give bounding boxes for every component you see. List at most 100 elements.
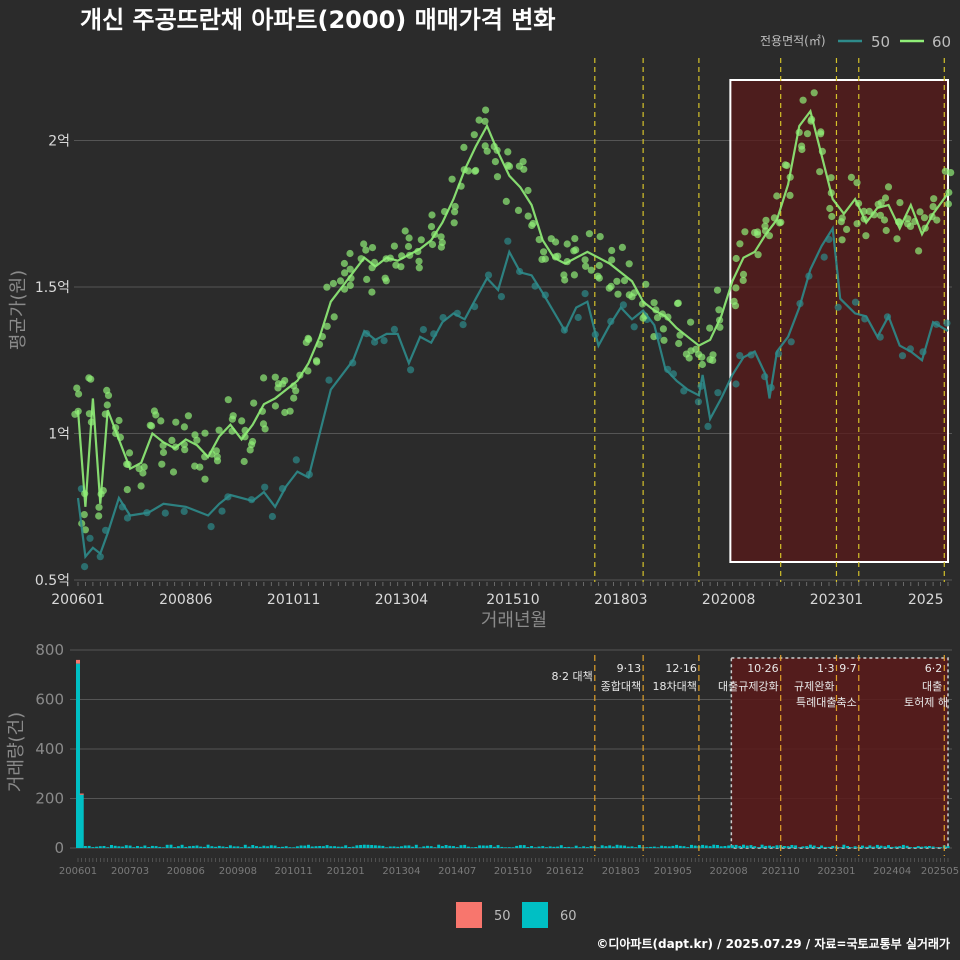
price-point-50	[714, 389, 722, 397]
price-point-50	[419, 326, 427, 334]
volume-bar	[712, 844, 716, 848]
volume-bar	[281, 846, 284, 848]
volume-bar	[552, 846, 556, 848]
volume-bar	[533, 847, 537, 848]
volume-bar	[221, 846, 225, 848]
price-point-60	[687, 318, 695, 326]
price-point-60	[650, 299, 658, 307]
price-point-60	[731, 302, 740, 310]
volume-bar	[321, 846, 325, 848]
volume-bar	[418, 847, 422, 848]
volume-bar	[924, 846, 928, 848]
volume-x-tick-label: 200601	[59, 866, 97, 877]
price-x-tick-label: 202008	[702, 592, 755, 608]
volume-bar	[634, 847, 638, 848]
price-point-60	[762, 216, 770, 224]
price-point-60	[838, 236, 846, 244]
price-point-60	[581, 256, 589, 264]
price-point-60	[698, 353, 706, 361]
price-point-60	[172, 418, 180, 426]
price-point-60	[882, 226, 890, 235]
volume-bar	[827, 846, 831, 848]
price-point-50	[820, 253, 828, 261]
volume-bar	[310, 846, 314, 848]
price-point-60	[816, 168, 824, 176]
volume-bar-60	[76, 663, 80, 848]
volume-bar	[258, 846, 262, 848]
price-point-60	[786, 191, 794, 199]
price-point-60	[660, 336, 668, 344]
price-point-50	[292, 456, 300, 464]
volume-bar	[742, 844, 745, 848]
volume-bar	[136, 846, 139, 848]
price-point-60	[810, 89, 818, 97]
price-point-60	[346, 281, 354, 289]
volume-x-minor-ticks	[77, 858, 949, 862]
price-point-60	[75, 390, 83, 398]
price-point-60	[613, 277, 621, 285]
volume-bar	[307, 844, 310, 848]
volume-y-ticks: 0 200 400 600 800	[35, 641, 64, 857]
price-point-60	[876, 211, 885, 219]
volume-bar	[202, 846, 206, 848]
volume-bar	[571, 847, 574, 848]
price-point-60	[552, 238, 560, 246]
price-point-60	[158, 460, 166, 468]
volume-bar	[396, 846, 400, 848]
volume-bar	[604, 846, 608, 848]
price-point-60	[148, 422, 156, 430]
price-point-50	[694, 398, 703, 406]
price-point-60	[893, 235, 901, 243]
price-point-60	[213, 457, 222, 465]
volume-bar	[403, 845, 407, 848]
volume-bar	[273, 845, 277, 848]
price-point-60	[201, 429, 209, 437]
price-x-tick-label: 201510	[486, 592, 539, 608]
price-x-tick-label: 201011	[267, 592, 320, 608]
price-y-tick-label: 1.5억	[35, 280, 70, 296]
price-point-50	[380, 337, 388, 345]
price-point-50	[504, 237, 512, 245]
volume-highlight-box	[730, 657, 949, 849]
price-point-60	[524, 186, 532, 195]
price-point-60	[81, 526, 89, 534]
price-point-60	[362, 246, 370, 254]
volume-bars	[76, 659, 950, 848]
price-point-60	[427, 223, 436, 231]
volume-bar	[366, 844, 370, 848]
volume-bar	[686, 847, 690, 848]
price-point-60	[428, 240, 437, 249]
price-point-60	[642, 280, 650, 288]
volume-bar	[299, 845, 303, 848]
volume-bar	[407, 845, 411, 848]
volume-bar	[808, 844, 812, 848]
volume-bar	[336, 846, 340, 848]
volume-bar	[890, 846, 894, 848]
volume-bar	[913, 847, 917, 848]
volume-bar	[545, 847, 548, 848]
volume-bar	[507, 847, 511, 848]
price-point-60	[732, 284, 740, 292]
price-x-minor-ticks	[77, 582, 949, 586]
price-point-60	[736, 240, 744, 248]
price-point-60	[563, 240, 571, 248]
price-point-60	[80, 510, 88, 519]
price-point-50	[390, 325, 398, 333]
price-point-60	[659, 325, 668, 333]
volume-bar	[597, 847, 600, 848]
volume-annotation-date: 10·26	[747, 662, 779, 675]
volume-bar	[905, 845, 909, 848]
price-point-60	[428, 211, 436, 219]
volume-bar	[660, 845, 664, 848]
price-point-50	[574, 313, 582, 322]
volume-bar	[87, 845, 91, 848]
legend-label-bottom-50: 50	[494, 909, 511, 924]
price-point-60	[368, 288, 376, 296]
volume-annotation-extra: 토허제 해	[904, 695, 948, 709]
price-point-60	[754, 228, 762, 236]
price-point-60	[706, 324, 714, 332]
volume-annotation-label: 대출규제강화	[718, 680, 779, 693]
volume-bar	[619, 845, 623, 848]
price-point-60	[95, 512, 103, 520]
volume-bar	[143, 845, 147, 848]
